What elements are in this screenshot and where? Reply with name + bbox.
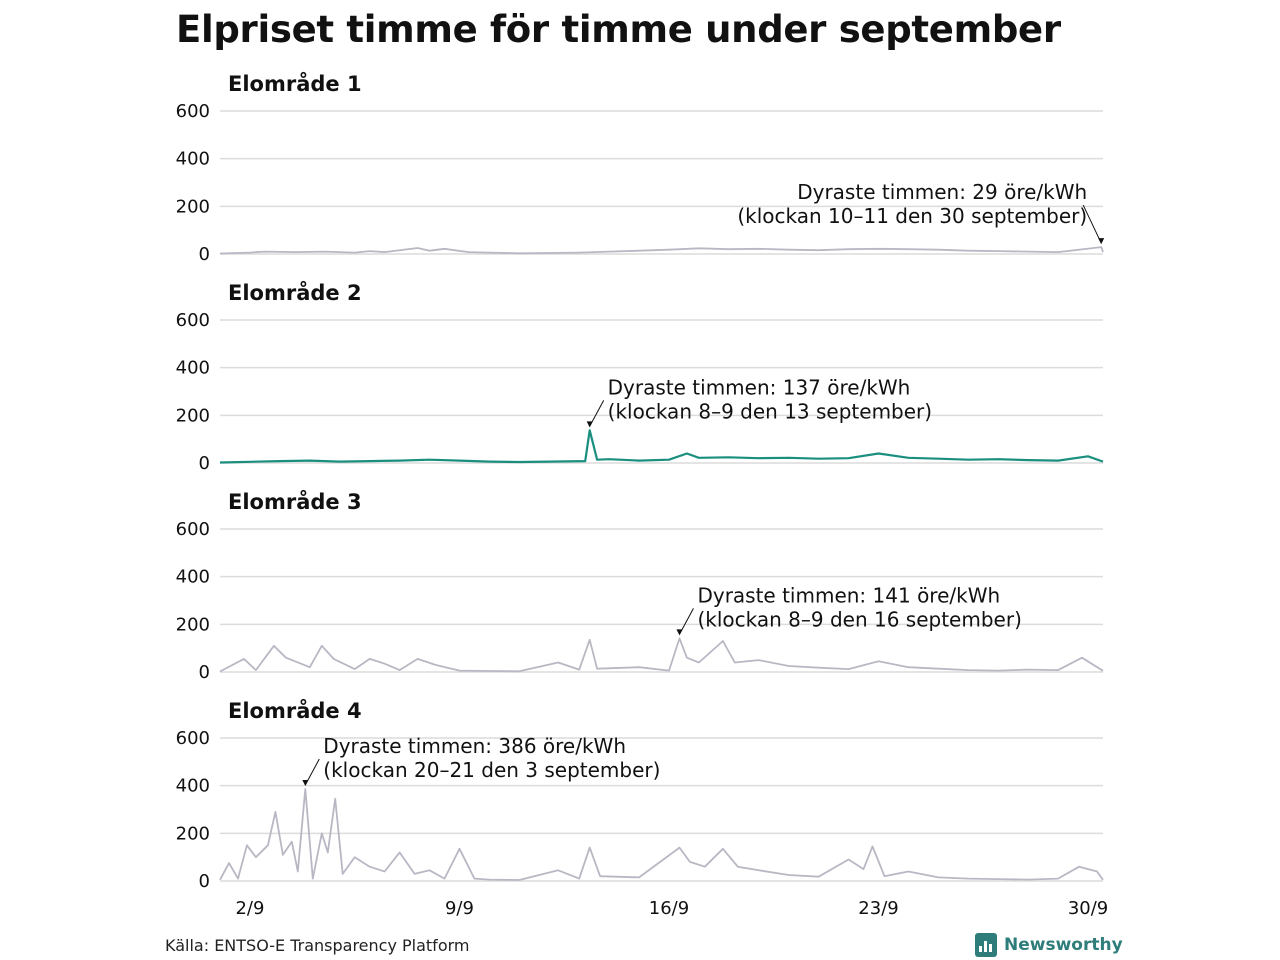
y-tick-label: 600: [176, 728, 210, 749]
y-tick-label: 200: [176, 614, 210, 635]
panel-title: Elområde 1: [228, 71, 362, 96]
y-tick-label: 400: [176, 149, 210, 170]
y-tick-label: 0: [199, 871, 210, 892]
panel-title: Elområde 3: [228, 489, 362, 514]
annotation-text: (klockan 8–9 den 13 september): [608, 399, 932, 423]
annotation-text: Dyraste timmen: 386 öre/kWh: [323, 734, 626, 758]
annotation-arrowhead: [1098, 238, 1105, 245]
x-tick-label: 23/9: [858, 898, 898, 919]
annotation-arrowhead: [676, 629, 683, 636]
brand-logo[interactable]: Newsworthy: [975, 932, 1123, 958]
y-tick-label: 400: [176, 358, 210, 379]
y-tick-label: 200: [176, 196, 210, 217]
y-tick-label: 0: [199, 662, 210, 683]
panel-title: Elområde 2: [228, 280, 362, 305]
chart-title: Elpriset timme för timme under september: [176, 8, 1061, 51]
annotation-text: Dyraste timmen: 141 öre/kWh: [697, 583, 1000, 607]
series-line: [219, 429, 1104, 464]
y-tick-label: 400: [176, 567, 210, 588]
annotation-text: Dyraste timmen: 137 öre/kWh: [608, 375, 911, 399]
series-line: [219, 788, 1104, 881]
annotation-arrowhead: [586, 421, 593, 428]
y-tick-label: 200: [176, 823, 210, 844]
source-note: Källa: ENTSO-E Transparency Platform: [165, 936, 470, 955]
y-tick-label: 600: [176, 519, 210, 540]
series-line: [219, 637, 1104, 673]
y-tick-label: 0: [199, 244, 210, 265]
x-tick-label: 2/9: [235, 898, 264, 919]
annotation-text: (klockan 8–9 den 16 september): [697, 607, 1021, 631]
brand-name: Newsworthy: [1004, 935, 1123, 955]
y-tick-label: 0: [199, 453, 210, 474]
x-tick-label: 9/9: [445, 898, 474, 919]
y-tick-label: 200: [176, 405, 210, 426]
x-tick-label: 16/9: [649, 898, 689, 919]
y-tick-label: 400: [176, 776, 210, 797]
x-tick-label: 30/9: [1068, 898, 1108, 919]
y-tick-label: 600: [176, 310, 210, 331]
bar-chart-icon: [975, 933, 997, 957]
annotation-arrow: [1082, 204, 1102, 244]
y-tick-label: 600: [176, 101, 210, 122]
annotation-text: (klockan 10–11 den 30 september): [737, 204, 1087, 228]
annotation-arrowhead: [302, 780, 309, 787]
annotation-text: (klockan 20–21 den 3 september): [323, 758, 660, 782]
series-line: [219, 246, 1104, 255]
panel-title: Elområde 4: [228, 698, 362, 723]
annotation-text: Dyraste timmen: 29 öre/kWh: [797, 180, 1087, 204]
